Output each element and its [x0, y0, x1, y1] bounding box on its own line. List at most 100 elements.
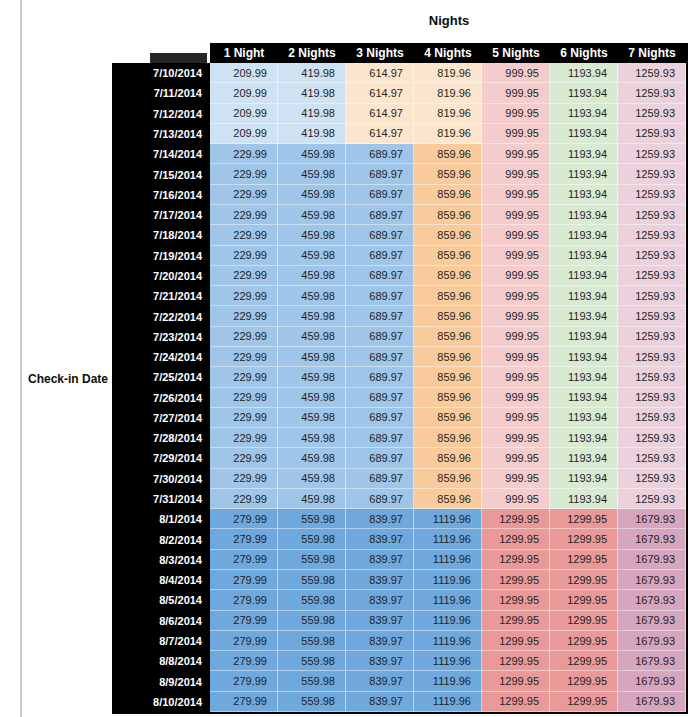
price-cell: 1119.96	[414, 550, 482, 570]
price-cell: 999.95	[482, 408, 550, 428]
price-cell: 559.98	[278, 529, 346, 549]
row-axis-label: Check-in Date	[20, 372, 116, 386]
price-cell: 279.99	[210, 611, 278, 631]
price-cell: 419.98	[278, 63, 346, 83]
price-cell: 459.98	[278, 489, 346, 509]
price-cell: 459.98	[278, 327, 346, 347]
price-cell: 209.99	[210, 63, 278, 83]
date-cell: 7/27/2014	[112, 408, 210, 428]
date-cell: 8/9/2014	[112, 671, 210, 691]
price-cell: 689.97	[346, 489, 414, 509]
price-cell: 1259.93	[618, 327, 686, 347]
price-cell: 999.95	[482, 327, 550, 347]
column-header: 5 Nights	[482, 43, 550, 63]
date-cell: 8/4/2014	[112, 570, 210, 590]
price-cell: 1679.93	[618, 631, 686, 651]
column-header: 7 Nights	[618, 43, 686, 63]
price-cell: 1193.94	[550, 205, 618, 225]
price-cell: 559.98	[278, 611, 346, 631]
price-cell: 999.95	[482, 185, 550, 205]
date-cell: 7/14/2014	[112, 144, 210, 164]
price-cell: 1193.94	[550, 327, 618, 347]
price-cell: 999.95	[482, 428, 550, 448]
price-cell: 1299.95	[550, 671, 618, 691]
price-cell: 1119.96	[414, 529, 482, 549]
date-cell: 7/28/2014	[112, 428, 210, 448]
price-cell: 1119.96	[414, 590, 482, 610]
date-cell: 7/20/2014	[112, 266, 210, 286]
price-cell: 859.96	[414, 448, 482, 468]
price-cell: 229.99	[210, 327, 278, 347]
price-cell: 229.99	[210, 266, 278, 286]
price-cell: 1679.93	[618, 651, 686, 671]
price-cell: 229.99	[210, 428, 278, 448]
price-cell: 229.99	[210, 448, 278, 468]
price-cell: 1259.93	[618, 489, 686, 509]
price-cell: 1299.95	[482, 529, 550, 549]
price-cell: 1259.93	[618, 408, 686, 428]
price-cell: 279.99	[210, 631, 278, 651]
date-cell: 7/18/2014	[112, 225, 210, 245]
price-cell: 1679.93	[618, 692, 686, 712]
column-header: 3 Nights	[346, 43, 414, 63]
date-cell: 7/15/2014	[112, 164, 210, 184]
price-cell: 859.96	[414, 306, 482, 326]
price-cell: 1259.93	[618, 448, 686, 468]
price-cell: 279.99	[210, 550, 278, 570]
price-cell: 859.96	[414, 347, 482, 367]
price-cell: 689.97	[346, 246, 414, 266]
price-cell: 1193.94	[550, 266, 618, 286]
price-cell: 689.97	[346, 185, 414, 205]
price-cell: 819.96	[414, 63, 482, 83]
price-cell: 279.99	[210, 509, 278, 529]
price-cell: 1299.95	[550, 509, 618, 529]
price-cell: 1679.93	[618, 529, 686, 549]
price-cell: 999.95	[482, 469, 550, 489]
price-cell: 209.99	[210, 124, 278, 144]
price-cell: 859.96	[414, 327, 482, 347]
price-cell: 1119.96	[414, 570, 482, 590]
date-cell: 7/21/2014	[112, 286, 210, 306]
price-cell: 999.95	[482, 246, 550, 266]
price-cell: 689.97	[346, 306, 414, 326]
price-cell: 459.98	[278, 246, 346, 266]
price-cell: 229.99	[210, 164, 278, 184]
price-cell: 999.95	[482, 144, 550, 164]
price-cell: 999.95	[482, 347, 550, 367]
price-cell: 999.95	[482, 388, 550, 408]
price-cell: 229.99	[210, 286, 278, 306]
price-cell: 559.98	[278, 631, 346, 651]
price-cell: 1193.94	[550, 246, 618, 266]
price-cell: 1119.96	[414, 611, 482, 631]
pricing-table: 1 Night2 Nights3 Nights4 Nights5 Nights6…	[112, 43, 688, 714]
price-cell: 1299.95	[550, 692, 618, 712]
price-cell: 614.97	[346, 104, 414, 124]
price-cell: 999.95	[482, 448, 550, 468]
date-cell: 8/10/2014	[112, 692, 210, 712]
price-cell: 859.96	[414, 225, 482, 245]
page-edge-line	[20, 0, 22, 717]
price-cell: 1299.95	[550, 529, 618, 549]
price-cell: 1259.93	[618, 185, 686, 205]
price-cell: 839.97	[346, 631, 414, 651]
price-cell: 1193.94	[550, 286, 618, 306]
price-cell: 819.96	[414, 124, 482, 144]
price-cell: 859.96	[414, 144, 482, 164]
price-cell: 839.97	[346, 570, 414, 590]
date-cell: 7/12/2014	[112, 104, 210, 124]
date-cell: 7/16/2014	[112, 185, 210, 205]
price-cell: 1259.93	[618, 347, 686, 367]
date-cell: 7/13/2014	[112, 124, 210, 144]
price-cell: 1193.94	[550, 408, 618, 428]
price-cell: 559.98	[278, 590, 346, 610]
price-cell: 1259.93	[618, 164, 686, 184]
price-cell: 1299.95	[550, 611, 618, 631]
price-cell: 999.95	[482, 205, 550, 225]
price-cell: 1299.95	[482, 509, 550, 529]
price-cell: 1193.94	[550, 144, 618, 164]
price-cell: 1119.96	[414, 692, 482, 712]
date-cell: 8/1/2014	[112, 509, 210, 529]
price-cell: 859.96	[414, 164, 482, 184]
price-cell: 1259.93	[618, 104, 686, 124]
price-cell: 559.98	[278, 570, 346, 590]
